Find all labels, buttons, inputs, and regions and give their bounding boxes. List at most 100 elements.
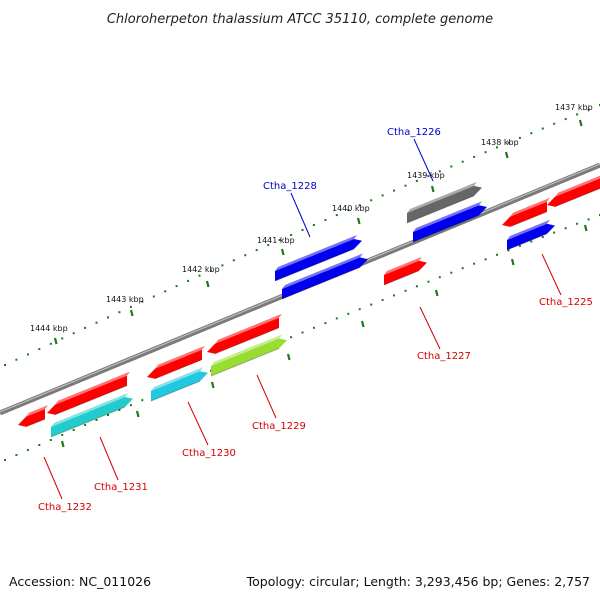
kbp-label-1443: 1443 kbp [106, 295, 144, 304]
outer-minor-tick [255, 249, 258, 252]
gene-arrow-ctha-1226-blue-shadow [412, 214, 480, 243]
kbp-label-1441: 1441 kbp [257, 236, 295, 245]
outer-minor-tick [335, 214, 338, 217]
inner-major-tick [510, 258, 515, 266]
inner-minor-tick [530, 240, 533, 243]
inner-major-tick [60, 440, 65, 448]
outer-minor-tick [164, 290, 167, 293]
inner-minor-tick [129, 404, 132, 407]
inner-minor-tick [507, 249, 510, 252]
gene-label-ctha-1229: Ctha_1229 [252, 421, 306, 432]
outer-minor-tick [198, 274, 201, 277]
inner-minor-tick [438, 276, 441, 279]
outer-major-tick [53, 337, 58, 345]
outer-minor-tick [221, 264, 224, 267]
gene-arrow-ctha-1229-red-shadow [214, 327, 280, 355]
accession-text: Accession: NC_011026 [9, 574, 151, 589]
leader-ctha-1225 [541, 253, 562, 296]
outer-minor-tick [290, 234, 293, 236]
gene-arrow-ctha-1226-blue-bevel [413, 201, 482, 232]
inner-minor-tick [541, 236, 544, 239]
inner-minor-tick [141, 399, 144, 402]
gene-arrow-top-right-red-body [547, 178, 600, 207]
inner-minor-tick [370, 303, 373, 306]
inner-minor-tick [107, 414, 109, 416]
outer-minor-tick [404, 184, 407, 187]
inner-minor-tick [587, 218, 590, 221]
kbp-label-1444: 1444 kbp [30, 324, 68, 333]
outer-minor-tick [473, 155, 476, 158]
gene-arrow-ctha-1227-shadow [383, 270, 420, 286]
inner-minor-tick [461, 267, 464, 270]
inner-minor-tick [324, 322, 327, 325]
leader-ctha-1232 [43, 456, 63, 500]
gene-arrow-ctha-1228-top-shadow [274, 248, 355, 282]
gene-label-ctha-1228: Ctha_1228 [263, 181, 317, 192]
gene-arrow-ctha-1227-body [384, 260, 427, 285]
inner-minor-tick [393, 294, 395, 297]
gene-arrow-top-right-red-shadow [554, 188, 600, 208]
gene-arrow-ctha-1231-teal-body [51, 397, 133, 437]
outer-minor-tick [358, 204, 361, 207]
inner-minor-tick [427, 280, 430, 283]
outer-minor-tick [484, 151, 487, 154]
gene-arrow-ctha-1228-bottom-bevel [282, 253, 363, 289]
inner-minor-tick [84, 424, 87, 426]
gene-arrow-ctha-1229-green-body [211, 338, 287, 376]
gene-arrow-ctha-1232 [18, 405, 48, 428]
gene-arrow-ctha-1230-cyan-bevel [151, 367, 203, 391]
outer-minor-tick [72, 332, 75, 335]
gene-arrow-ctha-1231-teal-shadow [50, 406, 126, 438]
outer-minor-tick [232, 259, 235, 262]
outer-minor-tick [26, 353, 29, 356]
gene-features [18, 175, 600, 438]
gene-arrow-ctha-1229-green-bevel [211, 334, 282, 366]
inner-minor-tick [484, 258, 487, 261]
leader-ctha-1228 [290, 192, 311, 238]
inner-minor-tick [404, 289, 407, 292]
leader-ctha-1230 [187, 401, 209, 446]
inner-minor-tick [301, 331, 304, 334]
inner-minor-tick [290, 336, 293, 339]
inner-minor-tick [450, 271, 453, 274]
outer-minor-tick [518, 136, 521, 139]
inner-minor-tick [347, 312, 350, 315]
kbp-label-1440: 1440 kbp [332, 204, 370, 213]
inner-major-tick [286, 353, 291, 361]
inner-minor-tick [118, 409, 121, 411]
outer-minor-tick [587, 108, 590, 111]
genome-summary-text: Topology: circular; Length: 3,293,456 bp… [246, 574, 590, 589]
gene-arrow-ctha-1230-red-body [147, 349, 202, 379]
gene-arrow-ctha-1231-teal-bevel [51, 393, 128, 427]
inner-minor-tick [95, 419, 98, 421]
gene-arrow-ctha-1228-bottom [281, 253, 368, 300]
inner-minor-tick [38, 444, 41, 446]
gene-label-ctha-1226: Ctha_1226 [387, 127, 441, 138]
outer-minor-tick [541, 127, 544, 130]
outer-minor-tick [393, 189, 395, 192]
inner-minor-tick [473, 262, 476, 265]
gene-arrow-ctha-1230-cyan-shadow [150, 380, 201, 402]
map-title: Chloroherpeton thalassium ATCC 35110, co… [107, 12, 493, 27]
gene-arrow-ctha-1229-red-body [207, 317, 279, 354]
outer-minor-tick [461, 160, 464, 163]
gene-label-ctha-1232: Ctha_1232 [38, 502, 92, 513]
outer-minor-tick [312, 224, 315, 226]
gene-arrow-ctha-1229-red-bevel [215, 313, 282, 344]
outer-minor-tick [141, 300, 144, 303]
inner-major-tick [210, 381, 215, 389]
gene-arrow-ctha-1229-green-shadow [210, 348, 280, 377]
gene-arrow-ctha-1230-cyan [150, 367, 208, 402]
outer-minor-tick [244, 254, 247, 257]
gene-arrow-ctha-1231-red-body [47, 375, 127, 415]
outer-minor-tick [187, 279, 190, 282]
leader-ctha-1231 [99, 436, 119, 481]
inner-minor-tick [4, 459, 6, 461]
outer-minor-tick [564, 118, 567, 121]
leader-ctha-1229 [256, 374, 277, 419]
gene-arrow-ctha-1229-green [210, 334, 287, 377]
inner-major-tick [360, 320, 365, 328]
gene-arrow-ctha-1228-top-body [275, 239, 362, 281]
outer-minor-tick [61, 337, 64, 340]
gene-arrow-ctha-1225-red-shadow [509, 211, 548, 228]
